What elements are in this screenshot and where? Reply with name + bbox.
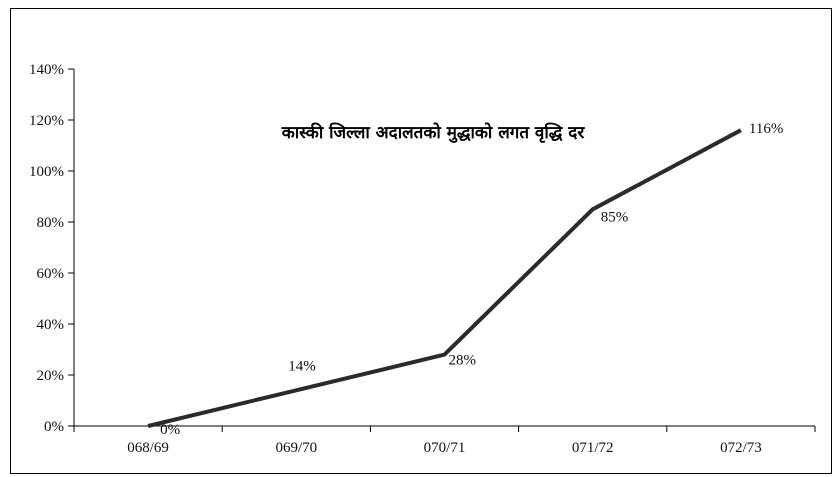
y-tick-label: 40% <box>37 317 65 333</box>
data-label: 116% <box>749 121 783 137</box>
series-group <box>147 128 742 428</box>
x-tick-label: 068/69 <box>127 440 169 456</box>
series-line <box>147 128 742 428</box>
x-tick-label: 072/73 <box>720 440 762 456</box>
x-axis-ticks: 068/69 069/70 070/71 071/72 072/73 <box>73 426 816 456</box>
x-tick-label: 069/70 <box>275 440 317 456</box>
y-tick-label: 80% <box>37 215 65 231</box>
chart-title: कास्की जिल्ला अदालतको मुद्धाको लगत वृद्ध… <box>281 122 586 143</box>
chart-frame <box>10 8 832 474</box>
data-label: 85% <box>601 209 629 225</box>
data-label: 14% <box>288 358 316 374</box>
data-labels: 0% 14% 28% 85% 116% <box>160 121 783 438</box>
y-tick-label: 20% <box>37 368 65 384</box>
x-tick-label: 070/71 <box>424 440 466 456</box>
y-tick-label: 120% <box>29 113 64 129</box>
y-tick-label: 100% <box>29 164 64 180</box>
y-tick-label: 0% <box>44 419 64 435</box>
x-tick-label: 071/72 <box>572 440 614 456</box>
y-tick-label: 140% <box>29 62 64 78</box>
y-axis-ticks: 0% 20% 40% 60% 80% 100% 120% 140% <box>29 62 74 435</box>
chart-axes <box>73 69 815 427</box>
y-tick-label: 60% <box>37 266 65 282</box>
data-label: 0% <box>160 422 180 438</box>
data-label: 28% <box>449 353 477 369</box>
